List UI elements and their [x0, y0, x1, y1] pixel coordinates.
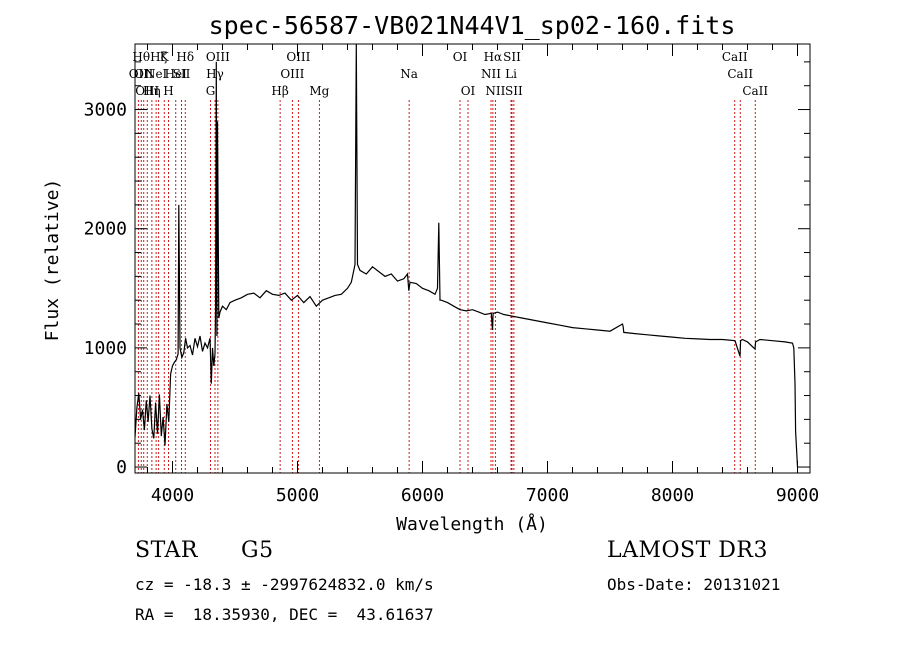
plot-frame	[134, 43, 811, 474]
line-marker-label: OI	[453, 50, 468, 64]
redshift-velocity: cz = -18.3 ± -2997624832.0 km/s	[135, 575, 434, 594]
line-marker-label: Hδ	[176, 50, 194, 64]
y-tick-label: 2000	[84, 219, 127, 240]
y-axis-label: Flux (relative)	[42, 179, 63, 342]
object-subclass: G5	[241, 538, 274, 563]
line-marker-label: Hθ	[132, 50, 150, 64]
line-marker-label: Hζ	[150, 50, 167, 64]
line-marker-label: Hη	[143, 84, 161, 98]
line-marker-label: Hα	[484, 50, 503, 64]
line-marker-label: OIII	[135, 84, 159, 98]
y-tick-label: 3000	[84, 100, 127, 121]
x-tick-label: 4000	[151, 485, 194, 506]
object-class: STAR	[135, 538, 198, 563]
line-marker-label: NII	[481, 67, 501, 81]
x-tick-label: 7000	[526, 485, 569, 506]
line-marker-label: OII	[129, 67, 149, 81]
line-marker-label: OIII	[280, 67, 304, 81]
line-marker-label: G	[206, 84, 216, 98]
sky-coordinates: RA = 18.35930, DEC = 43.61637	[135, 605, 434, 624]
line-marker-label: SII	[173, 67, 191, 81]
chart-title: spec-56587-VB021N44V1_sp02-160.fits	[209, 11, 736, 40]
observation-date: Obs-Date: 20131021	[607, 575, 781, 594]
line-marker-label: NII	[485, 84, 505, 98]
line-marker-label: Hγ	[206, 67, 224, 81]
line-marker-label: OIII	[206, 50, 230, 64]
line-marker-label: K	[160, 50, 170, 64]
line-marker-label: Li	[505, 67, 517, 81]
survey-label: LAMOST DR3	[607, 538, 768, 563]
y-tick-label: 0	[116, 457, 127, 478]
x-axis-label: Wavelength (Å)	[396, 513, 548, 535]
line-marker-label: OIII	[286, 50, 310, 64]
y-tick-label: 1000	[84, 338, 127, 359]
line-marker-label: SII	[503, 50, 521, 64]
line-marker-label: SII	[505, 84, 523, 98]
spectrum-line	[134, 43, 799, 468]
line-marker-label: HeI	[165, 67, 188, 81]
line-marker-label: NeI	[145, 67, 168, 81]
line-marker-label: CaII	[727, 67, 753, 81]
x-tick-label: 8000	[651, 485, 694, 506]
line-marker-label: Mg	[309, 84, 329, 98]
line-marker-label: OII	[134, 67, 154, 81]
line-marker-label: Hβ	[271, 84, 288, 98]
line-marker-label: CaII	[722, 50, 748, 64]
axis-ticks: 4000 5000 6000 7000 8000 9000 0 1000 2000 3000	[84, 44, 819, 506]
line-marker-label: OI	[461, 84, 476, 98]
x-tick-label: 5000	[276, 485, 319, 506]
line-marker-label: CaII	[742, 84, 768, 98]
x-tick-label: 9000	[776, 485, 819, 506]
line-marker-label: Na	[400, 67, 418, 81]
line-markers: OIIHθOIIOIIIHηNeIHζKHHeISIIHδGHγOIIIHβOI…	[129, 50, 768, 473]
line-marker-label: H	[163, 84, 173, 98]
x-tick-label: 6000	[401, 485, 444, 506]
